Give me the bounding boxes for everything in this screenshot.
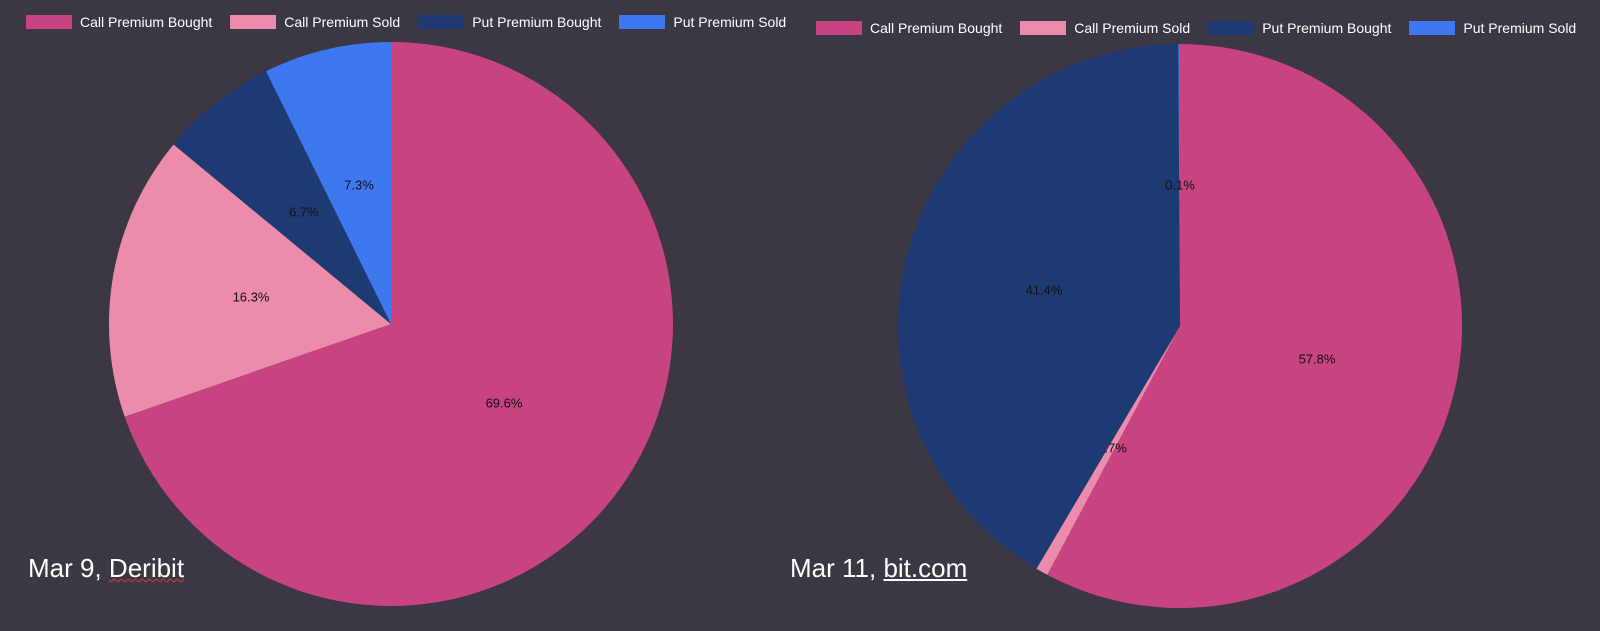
legend-swatch (1020, 21, 1067, 35)
legend-label: Put Premium Sold (673, 14, 787, 30)
legend-swatch (1409, 21, 1456, 35)
legend-swatch (816, 21, 862, 35)
legend-swatch (26, 15, 72, 29)
legend-item-put-sold[interactable]: Put Premium Sold (619, 14, 786, 30)
legend-swatch (1208, 21, 1255, 35)
legend: Call Premium Bought Call Premium Sold Pu… (26, 14, 804, 30)
legend-label: Put Premium Bought (472, 14, 602, 30)
chart-caption: Mar 9, Deribit (28, 553, 184, 584)
legend-item-call-bought[interactable]: Call Premium Bought (816, 20, 1002, 36)
legend-label: Call Premium Sold (284, 14, 401, 30)
slice-put-premium-bought[interactable] (173, 71, 391, 324)
slice-put-premium-sold[interactable] (266, 42, 391, 324)
caption-date: Mar 9, (28, 553, 109, 583)
slice-value-label: 16.3% (233, 289, 270, 304)
caption-date: Mar 11, (790, 553, 884, 583)
legend-item-put-sold[interactable]: Put Premium Sold (1409, 20, 1576, 36)
legend-item-put-bought[interactable]: Put Premium Bought (418, 14, 601, 30)
slice-value-label: 0.1% (1165, 177, 1195, 192)
slice-value-label: 57.8% (1299, 351, 1336, 366)
slice-call-premium-bought[interactable] (124, 42, 673, 606)
pie-chart-mar-9: 69.6% 16.3% 6.7% 7.3% (109, 42, 673, 606)
legend-label: Call Premium Sold (1074, 20, 1191, 36)
legend: Call Premium Bought Call Premium Sold Pu… (816, 20, 1576, 36)
legend-label: Call Premium Bought (80, 14, 213, 30)
slice-put-premium-bought[interactable] (898, 44, 1180, 569)
legend-label: Put Premium Bought (1262, 20, 1392, 36)
legend-label: Put Premium Sold (1463, 20, 1577, 36)
slice-value-label: 6.7% (289, 204, 319, 219)
chart-caption: Mar 11, bit.com (790, 553, 967, 584)
legend-item-put-bought[interactable]: Put Premium Bought (1208, 20, 1391, 36)
pie-chart-mar-11: 57.8%0.7%41.4%0.1% (898, 44, 1462, 608)
slice-call-premium-sold[interactable] (1036, 326, 1180, 575)
legend-label: Call Premium Bought (870, 20, 1003, 36)
slice-value-label: 69.6% (486, 395, 523, 410)
slice-value-label: 7.3% (344, 177, 374, 192)
left-chart-panel: Call Premium Bought Call Premium Sold Pu… (26, 14, 786, 606)
slice-value-label: 41.4% (1026, 282, 1063, 297)
legend-item-call-bought[interactable]: Call Premium Bought (26, 14, 212, 30)
caption-source-link[interactable]: Deribit (108, 553, 185, 583)
legend-item-call-sold[interactable]: Call Premium Sold (230, 14, 400, 30)
legend-swatch (230, 15, 277, 29)
caption-source-link[interactable]: bit.com (883, 553, 968, 583)
right-chart-panel: Call Premium Bought Call Premium Sold Pu… (790, 0, 1600, 631)
legend-swatch (418, 15, 465, 29)
slice-call-premium-sold[interactable] (109, 144, 392, 417)
legend-item-call-sold[interactable]: Call Premium Sold (1020, 20, 1190, 36)
slice-call-premium-bought[interactable] (1047, 44, 1462, 608)
legend-swatch (619, 15, 666, 29)
